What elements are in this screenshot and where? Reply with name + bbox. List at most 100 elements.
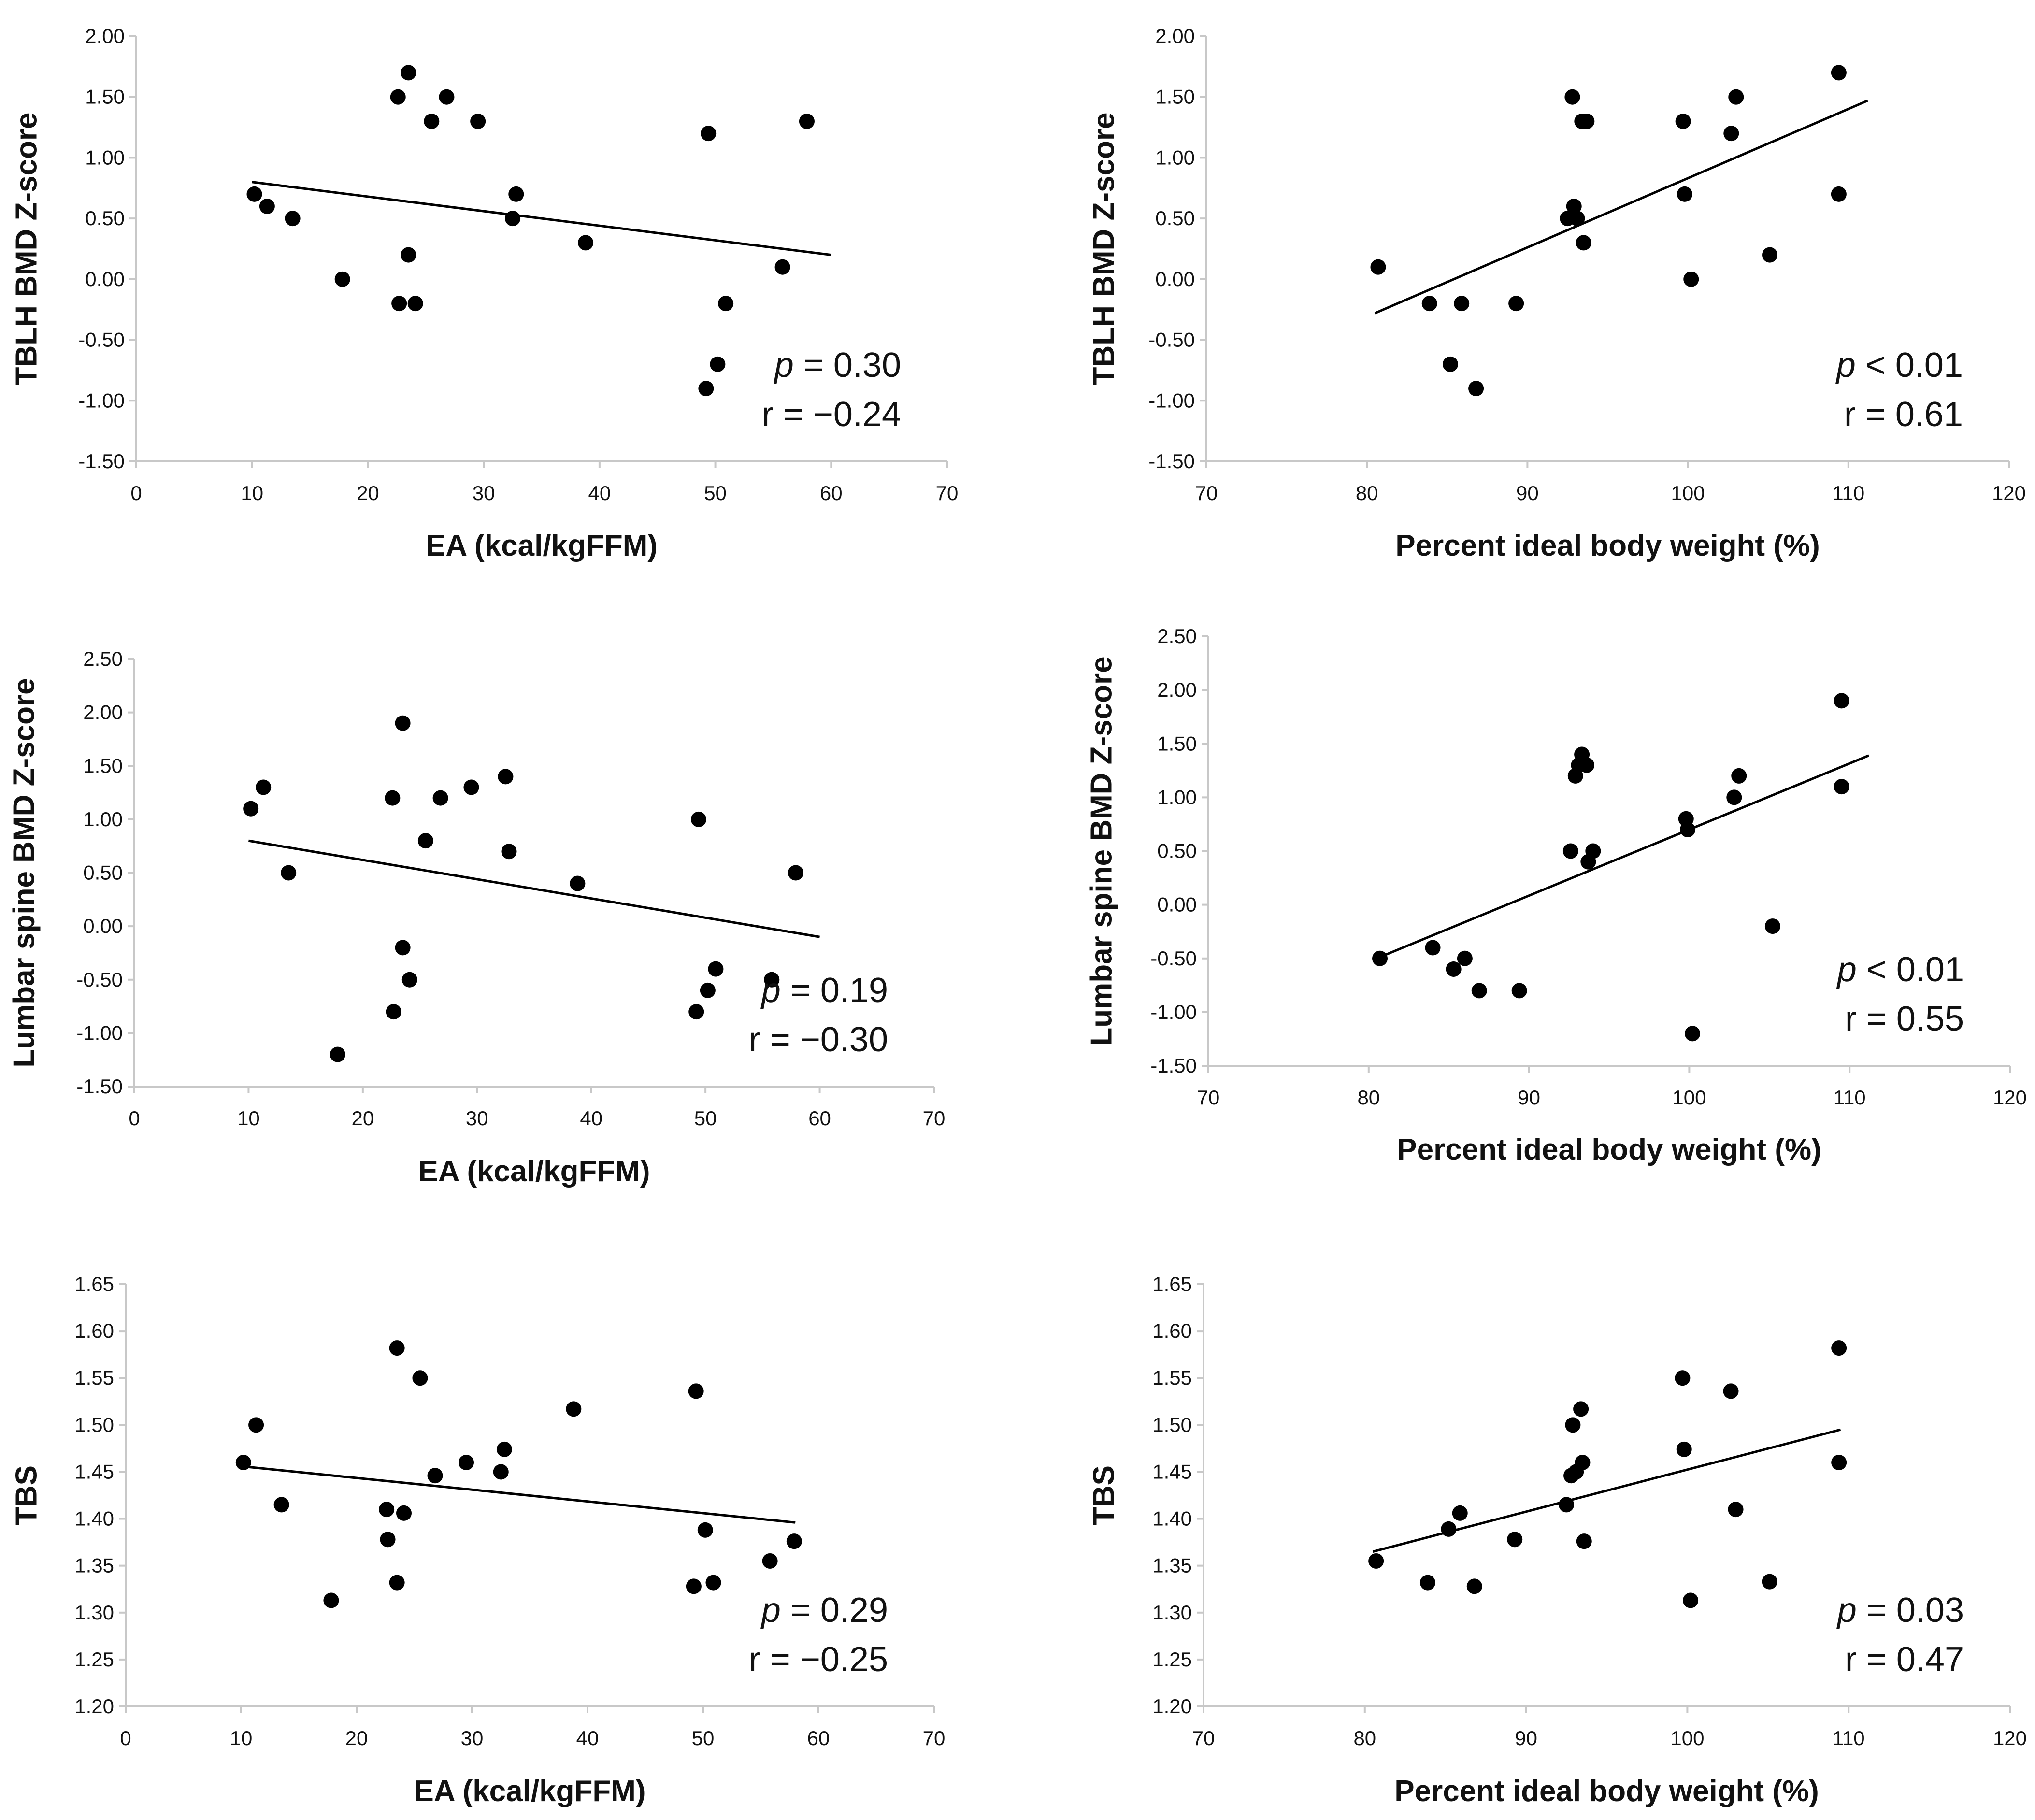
x-axis-title: EA (kcal/kgFFM) bbox=[418, 1155, 650, 1188]
y-tick-label: 2.50 bbox=[1157, 625, 1197, 647]
data-point bbox=[385, 790, 401, 806]
x-tick-label: 110 bbox=[1833, 1727, 1865, 1749]
data-point bbox=[1831, 1455, 1847, 1471]
data-point bbox=[470, 114, 486, 129]
y-tick-label: 0.50 bbox=[1157, 840, 1197, 862]
x-tick-label: 0 bbox=[130, 482, 142, 504]
r-value-annotation: r = 0.61 bbox=[1844, 395, 1963, 434]
y-tick-label: -1.00 bbox=[78, 389, 125, 412]
data-point bbox=[412, 1370, 428, 1386]
data-point bbox=[417, 833, 433, 849]
x-tick-label: 80 bbox=[1356, 482, 1378, 504]
data-point bbox=[1831, 186, 1847, 202]
data-point bbox=[698, 381, 714, 397]
y-tick-label: 1.40 bbox=[74, 1507, 114, 1530]
data-point bbox=[1680, 822, 1696, 838]
x-tick-label: 30 bbox=[461, 1727, 484, 1749]
data-point bbox=[459, 1455, 474, 1471]
x-tick-label: 60 bbox=[807, 1727, 830, 1749]
y-tick-label: -1.00 bbox=[1148, 389, 1195, 412]
x-tick-label: 70 bbox=[923, 1107, 946, 1130]
data-point bbox=[386, 1004, 401, 1020]
y-tick-label: 0.00 bbox=[83, 915, 123, 937]
data-point bbox=[401, 65, 416, 81]
y-axis-title: TBS bbox=[10, 1465, 43, 1525]
p-value-text: = 0.03 bbox=[1857, 1591, 1964, 1630]
data-point bbox=[259, 199, 275, 214]
data-point bbox=[1683, 1592, 1699, 1608]
x-tick-label: 0 bbox=[120, 1727, 131, 1749]
y-tick-label: 2.00 bbox=[83, 701, 123, 724]
y-tick-label: 0.00 bbox=[1155, 268, 1195, 290]
p-symbol: p bbox=[1836, 950, 1857, 989]
data-point bbox=[686, 1578, 702, 1594]
r-value-annotation: r = −0.25 bbox=[749, 1640, 888, 1679]
y-tick-label: 1.65 bbox=[1152, 1273, 1192, 1295]
data-point bbox=[1683, 271, 1699, 287]
data-point bbox=[439, 89, 455, 105]
data-point bbox=[1421, 296, 1437, 312]
p-value-text: = 0.30 bbox=[794, 346, 901, 385]
x-tick-label: 0 bbox=[129, 1107, 140, 1130]
data-point bbox=[566, 1401, 582, 1417]
data-point bbox=[1446, 961, 1462, 977]
data-point bbox=[1834, 693, 1849, 709]
x-tick-label: 50 bbox=[692, 1727, 715, 1749]
data-point bbox=[1573, 1401, 1589, 1417]
data-point bbox=[1677, 186, 1692, 202]
y-tick-label: 0.50 bbox=[83, 861, 123, 884]
y-tick-label: 1.55 bbox=[74, 1366, 114, 1389]
x-tick-label: 40 bbox=[580, 1107, 602, 1130]
data-point bbox=[1562, 843, 1578, 859]
y-tick-label: 1.25 bbox=[1152, 1648, 1192, 1671]
x-tick-label: 110 bbox=[1834, 1086, 1866, 1109]
y-tick-label: 2.00 bbox=[1155, 25, 1195, 47]
x-tick-label: 90 bbox=[1518, 1086, 1540, 1109]
x-tick-label: 110 bbox=[1832, 482, 1864, 504]
data-point bbox=[786, 1533, 802, 1549]
data-point bbox=[1569, 211, 1585, 227]
data-point bbox=[705, 1575, 721, 1591]
y-tick-label: 1.50 bbox=[1152, 1413, 1192, 1436]
p-value-text: < 0.01 bbox=[1857, 950, 1964, 989]
data-point bbox=[396, 1505, 412, 1521]
y-tick-label: 1.00 bbox=[85, 146, 125, 169]
data-point bbox=[496, 1441, 512, 1457]
data-point bbox=[1425, 940, 1441, 956]
y-tick-label: 1.50 bbox=[83, 754, 123, 777]
x-axis-title: Percent ideal body weight (%) bbox=[1397, 1133, 1821, 1166]
x-tick-label: 20 bbox=[351, 1107, 374, 1130]
y-tick-label: 1.50 bbox=[74, 1413, 114, 1436]
x-tick-label: 30 bbox=[466, 1107, 488, 1130]
data-point bbox=[718, 296, 734, 312]
y-tick-label: 1.25 bbox=[74, 1648, 114, 1671]
p-value-annotation: p = 0.29 bbox=[760, 1591, 888, 1630]
data-point bbox=[1723, 126, 1739, 142]
data-point bbox=[1508, 296, 1524, 312]
data-point bbox=[505, 211, 521, 227]
chart-panel-middle-left: 2.50 2.00 1.50 1.00 0.50 0.00 -0.50 -1.00 -1.50 0… bbox=[8, 647, 946, 1188]
x-tick-label: 50 bbox=[694, 1107, 717, 1130]
data-point bbox=[273, 1497, 289, 1513]
y-tick-label: -1.00 bbox=[76, 1021, 123, 1044]
data-point bbox=[1676, 1441, 1692, 1457]
data-point bbox=[1585, 843, 1601, 859]
data-point bbox=[1507, 1532, 1523, 1548]
x-axis-title: EA (kcal/kgFFM) bbox=[426, 529, 658, 562]
y-tick-label: 1.00 bbox=[1155, 146, 1195, 169]
data-point bbox=[1468, 381, 1484, 397]
data-point bbox=[1370, 259, 1386, 275]
data-point bbox=[1723, 1383, 1739, 1399]
data-point bbox=[1726, 789, 1742, 805]
y-tick-label: 1.40 bbox=[1152, 1507, 1192, 1530]
data-point bbox=[708, 961, 724, 977]
r-value-annotation: r = −0.24 bbox=[762, 395, 901, 434]
y-tick-label: -1.50 bbox=[1150, 1054, 1197, 1077]
data-point bbox=[498, 769, 514, 785]
data-point bbox=[401, 247, 416, 263]
data-point bbox=[493, 1464, 509, 1480]
data-point bbox=[390, 89, 406, 105]
y-tick-label: 0.00 bbox=[1157, 893, 1197, 916]
